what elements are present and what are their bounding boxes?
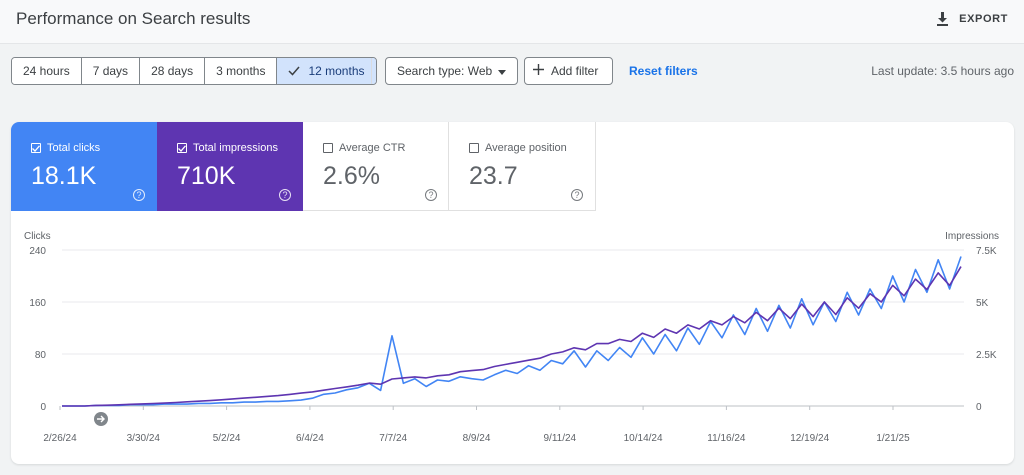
plus-icon xyxy=(533,64,544,78)
left-tick-label: 80 xyxy=(35,350,47,361)
x-tick-label: 8/9/24 xyxy=(463,433,491,444)
left-tick-label: 0 xyxy=(40,402,46,413)
last-update-text: Last update: 3.5 hours ago xyxy=(871,64,1014,78)
help-icon[interactable]: ? xyxy=(279,189,291,201)
right-axis-title: Impressions xyxy=(945,231,999,242)
metric-total-clicks[interactable]: Total clicks 18.1K ? xyxy=(11,122,157,211)
check-icon xyxy=(288,66,301,76)
filter-bar: 24 hours 7 days 28 days 3 months 12 mont… xyxy=(0,44,1024,98)
reset-filters-link[interactable]: Reset filters xyxy=(629,64,698,78)
left-tick-label: 160 xyxy=(29,298,46,309)
checkbox-checked-icon[interactable] xyxy=(31,143,41,153)
search-type-dropdown[interactable]: Search type: Web xyxy=(385,57,518,85)
checkbox-checked-icon[interactable] xyxy=(177,143,187,153)
metric-value: 23.7 xyxy=(469,162,518,190)
x-tick-label: 7/7/24 xyxy=(379,433,407,444)
x-tick-label: 10/14/24 xyxy=(624,433,663,444)
metric-label: Average position xyxy=(485,142,567,154)
help-icon[interactable]: ? xyxy=(133,189,145,201)
performance-chart: Clicks Impressions 240 7.5K 160 5K 80 2.5K 0 0 2/2… xyxy=(24,231,999,444)
date-range-group: 24 hours 7 days 28 days 3 months 12 mont… xyxy=(11,57,377,85)
metric-value: 2.6% xyxy=(323,162,380,190)
metric-label: Total impressions xyxy=(193,142,278,154)
page-header: Performance on Search results EXPORT xyxy=(0,0,1024,44)
right-tick-label: 7.5K xyxy=(976,246,997,257)
page-title: Performance on Search results xyxy=(16,9,251,28)
left-axis-title: Clicks xyxy=(24,231,51,242)
range-28-days[interactable]: 28 days xyxy=(140,58,206,84)
checkbox-unchecked-icon[interactable] xyxy=(469,143,479,153)
left-tick-label: 240 xyxy=(29,246,46,257)
x-tick-label: 5/2/24 xyxy=(213,433,241,444)
checkbox-unchecked-icon[interactable] xyxy=(323,143,333,153)
clicks-series-line xyxy=(62,256,962,407)
metric-value: 710K xyxy=(177,162,236,190)
help-icon[interactable]: ? xyxy=(571,189,583,201)
add-filter-button[interactable]: Add filter xyxy=(524,57,613,85)
metric-average-position[interactable]: Average position 23.7 ? xyxy=(449,122,596,211)
range-3-months[interactable]: 3 months xyxy=(205,58,278,84)
metric-label: Average CTR xyxy=(339,142,406,154)
help-icon[interactable]: ? xyxy=(425,189,437,201)
right-tick-label: 0 xyxy=(976,402,982,413)
download-icon xyxy=(936,12,949,26)
range-12-months[interactable]: 12 months xyxy=(277,58,376,84)
x-tick-label: 1/21/25 xyxy=(876,433,910,444)
export-label: EXPORT xyxy=(959,13,1008,25)
performance-card: Clicks Impressions 240 7.5K 160 5K 80 2.5K 0 0 2/2… xyxy=(11,122,1014,464)
dropdown-arrow-icon xyxy=(498,64,506,78)
export-button[interactable]: EXPORT xyxy=(936,9,1008,29)
x-tick-label: 12/19/24 xyxy=(790,433,829,444)
range-24-hours[interactable]: 24 hours xyxy=(12,58,82,84)
metric-total-impressions[interactable]: Total impressions 710K ? xyxy=(157,122,303,211)
x-tick-label: 2/26/24 xyxy=(43,433,77,444)
metric-value: 18.1K xyxy=(31,162,97,190)
metric-average-ctr[interactable]: Average CTR 2.6% ? xyxy=(303,122,449,211)
x-tick-label: 9/11/24 xyxy=(543,433,576,444)
annotation-arrow-icon xyxy=(97,415,105,423)
x-tick-label: 6/4/24 xyxy=(296,433,324,444)
right-tick-label: 5K xyxy=(976,298,989,309)
metric-label: Total clicks xyxy=(47,142,101,154)
x-tick-label: 11/16/24 xyxy=(707,433,746,444)
x-tick-label: 3/30/24 xyxy=(127,433,161,444)
range-7-days[interactable]: 7 days xyxy=(81,58,141,84)
impressions-series-line xyxy=(62,266,962,407)
right-tick-label: 2.5K xyxy=(976,350,997,361)
filter-divider xyxy=(371,58,372,84)
